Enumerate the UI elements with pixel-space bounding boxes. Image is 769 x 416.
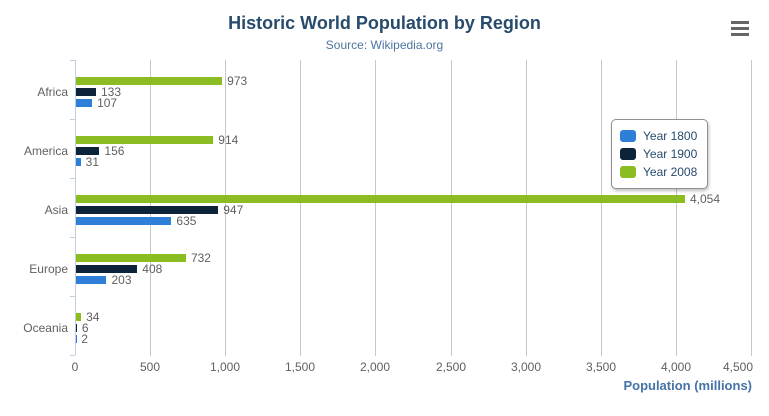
x-tick-label: 1,000 [209,360,241,374]
bar-year-2008[interactable] [76,195,685,203]
hamburger-icon [731,33,749,36]
bar-year-1900[interactable] [76,324,77,332]
grid-line [601,60,602,356]
x-tick-label: 500 [139,360,161,374]
bar-value-label: 914 [218,133,239,147]
x-tick-label: 3,000 [510,360,542,374]
grid-line [300,60,301,356]
category-axis-line [75,60,76,355]
legend-swatch [620,148,636,160]
legend: Year 1800 Year 1900 Year 2008 [611,119,709,189]
bar-value-label: 156 [104,144,125,158]
bar-year-2008[interactable] [76,254,186,262]
bar-year-1800[interactable] [76,217,172,225]
bar-value-label: 635 [176,214,197,228]
x-tick-label: 4,000 [660,360,692,374]
bar-year-1800[interactable] [76,158,81,166]
axis-tick [70,60,75,61]
x-tick-label: 2,000 [359,360,391,374]
legend-item-year-2008[interactable]: Year 2008 [620,163,697,181]
x-tick-label: 4,500 [722,360,753,374]
grid-line [526,60,527,356]
bar-year-2008[interactable] [76,136,214,144]
bar-year-2008[interactable] [76,77,223,85]
legend-label: Year 1800 [643,129,698,143]
bar-value-label: 133 [100,85,121,99]
bar-year-1900[interactable] [76,147,100,155]
legend-swatch [620,166,636,178]
axis-tick [70,296,75,297]
grid-line [451,60,452,356]
grid-line [375,60,376,356]
bar-value-label: 4,054 [690,192,721,206]
category-label: America [23,144,68,158]
hamburger-icon [731,27,749,30]
x-tick-label: 2,500 [435,360,467,374]
grid-line [676,60,677,356]
x-tick-label: 3,500 [585,360,617,374]
axis-tick [70,237,75,238]
bar-value-label: 947 [223,203,244,217]
export-menu-button[interactable] [731,21,749,36]
legend-swatch [620,130,636,142]
bar-year-1800[interactable] [76,276,107,284]
bar-value-label: 31 [85,155,100,169]
bar-value-label: 408 [142,262,163,276]
grid-line [751,60,752,356]
bar-value-label: 203 [111,273,132,287]
x-tick-label: 0 [71,360,79,374]
legend-item-year-1900[interactable]: Year 1900 [620,145,697,163]
bar-value-label: 6 [81,321,89,335]
x-tick-label: 1,500 [284,360,316,374]
bar-year-1900[interactable] [76,265,138,273]
axis-tick [70,355,75,356]
grid-line [225,60,226,356]
category-label: Europe [29,262,68,276]
chart-subtitle: Source: Wikipedia.org [325,38,444,52]
category-label: Africa [37,85,68,99]
hamburger-icon [731,21,749,24]
legend-label: Year 2008 [643,165,698,179]
bar-year-1900[interactable] [76,206,219,214]
category-label: Oceania [23,321,68,335]
bar-value-label: 34 [86,310,100,324]
bar-year-1900[interactable] [76,88,96,96]
x-axis-title: Population (millions) [623,378,752,393]
bar-value-label: 107 [97,96,118,110]
chart-title: Historic World Population by Region [228,13,541,33]
legend-label: Year 1900 [643,147,698,161]
bar-year-2008[interactable] [76,313,82,321]
axis-tick [70,178,75,179]
bar-value-label: 732 [190,251,211,265]
bar-value-label: 2 [81,332,88,346]
category-label: Asia [44,203,68,217]
axis-tick [70,119,75,120]
legend-item-year-1800[interactable]: Year 1800 [620,127,697,145]
bar-year-1800[interactable] [76,99,93,107]
bar-value-label: 973 [227,74,248,88]
